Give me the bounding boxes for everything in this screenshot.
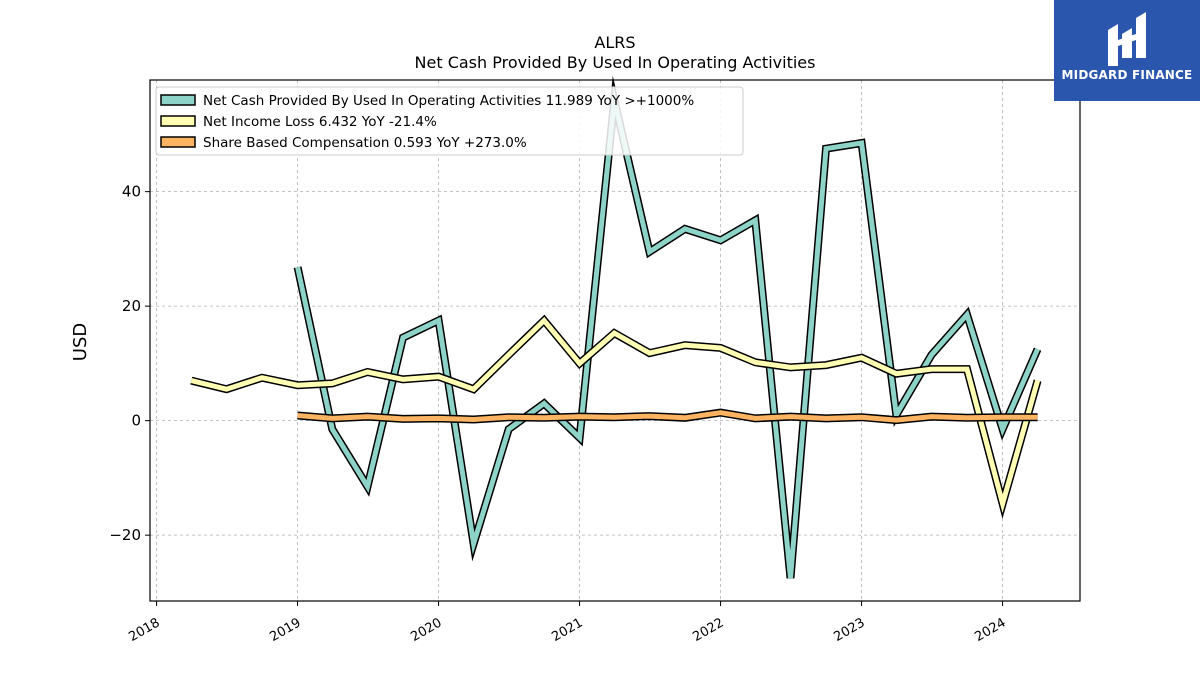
y-tick-label: 40 <box>122 183 141 201</box>
brand-mark-icon <box>1108 12 1146 66</box>
x-tick-label: 2018 <box>126 615 162 645</box>
brand-logo: MIDGARD FINANCE <box>1054 0 1200 101</box>
legend: Net Cash Provided By Used In Operating A… <box>155 86 744 156</box>
x-tick-label: 2024 <box>972 615 1008 645</box>
series-outline-0 <box>293 75 1042 579</box>
x-tick-label: 2019 <box>267 615 303 645</box>
chart-subtitle: Net Cash Provided By Used In Operating A… <box>415 53 816 72</box>
y-tick-label: −20 <box>109 526 141 544</box>
series-line-0 <box>295 84 1040 579</box>
legend-swatch <box>160 94 196 106</box>
series-line-1 <box>190 316 1041 514</box>
legend-swatch <box>160 115 196 127</box>
x-tick-label: 2021 <box>549 615 585 645</box>
plot-frame <box>149 79 1081 602</box>
legend-entry: Net Income Loss 6.432 YoY -21.4% <box>203 114 437 130</box>
series-line-2 <box>297 410 1038 423</box>
legend-swatch <box>160 136 196 148</box>
legend-box <box>155 86 744 156</box>
legend-entry: Net Cash Provided By Used In Operating A… <box>203 93 694 109</box>
x-tick-label: 2020 <box>408 615 444 645</box>
x-tick-label: 2023 <box>831 615 867 645</box>
y-tick-label: 20 <box>122 297 141 315</box>
legend-entry: Share Based Compensation 0.593 YoY +273.… <box>203 135 527 151</box>
y-tick-label: 0 <box>131 412 141 430</box>
x-tick-label: 2022 <box>690 615 726 645</box>
y-axis-label: USD <box>70 323 91 361</box>
chart-title: ALRS <box>594 33 635 52</box>
brand-name: MIDGARD FINANCE <box>1061 68 1193 82</box>
series-lines <box>190 75 1042 579</box>
